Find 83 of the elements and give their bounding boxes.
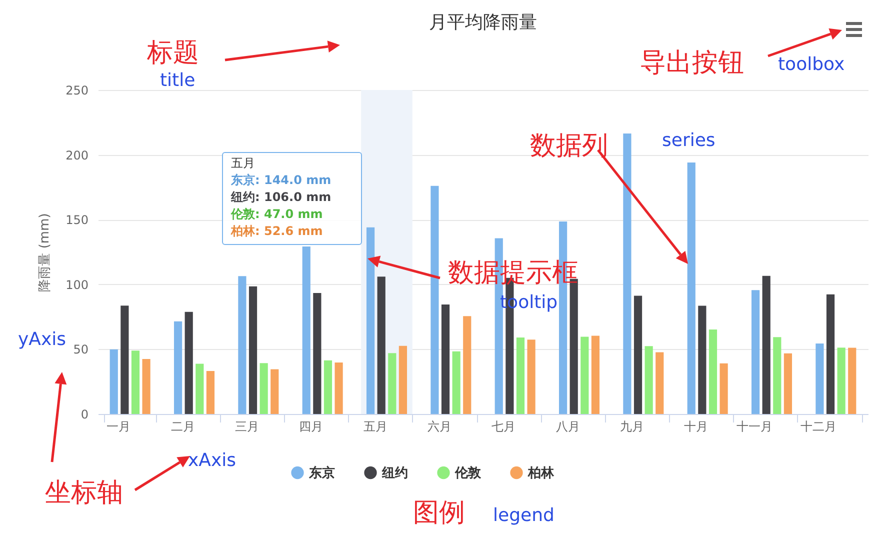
bar [302,246,310,414]
bar [751,290,760,414]
bar [698,306,706,414]
bar [784,353,792,414]
y-tick-label: 250 [66,84,88,98]
annotation: 伦敦: 47.0 mm [231,207,324,221]
x-tick-label: 九月 [620,420,644,434]
bar [463,316,472,414]
bar [324,360,332,414]
y-tick-label: 100 [66,278,88,292]
bar [334,362,343,414]
bar [837,348,846,414]
bar [142,359,150,414]
bar [377,276,386,414]
bar [313,292,322,414]
x-tick-label: 七月 [492,420,516,434]
text: 导出按钮 [640,48,744,78]
bar [591,336,600,414]
bar [452,351,460,414]
x-tick-label: 一月 [106,420,131,434]
bar [196,364,204,414]
x-tick-label: 十一月 [736,420,772,434]
annotation: 柏林: 52.6 mm [231,224,324,238]
bar [848,348,856,414]
bar [174,321,182,414]
bar [826,294,835,414]
bar [580,336,589,414]
bar [773,337,782,414]
bar [398,346,408,414]
annotation: series [662,130,716,151]
bar [248,286,258,414]
y-axis-title: 降雨量 (mm) [38,213,53,292]
annotation: 五月 [231,156,256,170]
bar [388,353,396,414]
bar [816,344,824,414]
text: xAxis [188,450,236,471]
bar [110,349,118,414]
legend-label: 纽约 [381,466,408,481]
x-tick-label: 六月 [427,420,452,434]
bar [720,363,728,414]
text: legend [493,505,554,526]
bar [644,346,653,414]
bar [120,306,129,414]
bar [260,363,268,414]
y-tick-label: 0 [80,408,88,422]
bar [527,340,536,414]
bar [656,352,664,414]
bar [687,162,696,414]
bar [206,370,215,414]
annotation: title [160,70,196,91]
y-tick-label: 50 [73,342,88,357]
bar [131,350,140,414]
text: yAxis [18,329,66,350]
legend-label: 东京 [308,464,335,481]
bar [270,369,279,414]
x-tick-label: 八月 [556,420,580,434]
bar [238,276,246,414]
x-tick-label: 十二月 [800,420,836,434]
x-tick-label: 四月 [299,420,324,434]
bar [430,186,439,414]
text: toolbox [778,54,845,75]
bar [516,338,525,414]
annotation: 东京: 144.0 mm [231,173,332,187]
bar [708,330,718,414]
legend-label: 伦敦 [454,464,482,481]
x-tick-label: 五月 [363,420,388,434]
bar [184,312,193,414]
bar [441,304,450,414]
annotation: 纽约: 106.0 mm [231,190,332,204]
legend-label: 柏林 [527,466,555,481]
chart-title: 月平均降雨量 [429,12,537,33]
text: 图例 [413,498,465,528]
y-tick-label: 200 [66,148,88,162]
x-tick-label: 二月 [170,420,195,434]
bar [623,134,632,414]
bar [762,276,770,414]
x-tick-label: 十月 [684,420,708,434]
x-tick-label: 三月 [234,420,259,434]
bar [634,296,642,414]
y-tick-label: 150 [66,213,88,228]
text: 坐标轴 [45,478,123,508]
text: 标题 [147,38,199,68]
annotation: 数据列 [530,131,608,161]
